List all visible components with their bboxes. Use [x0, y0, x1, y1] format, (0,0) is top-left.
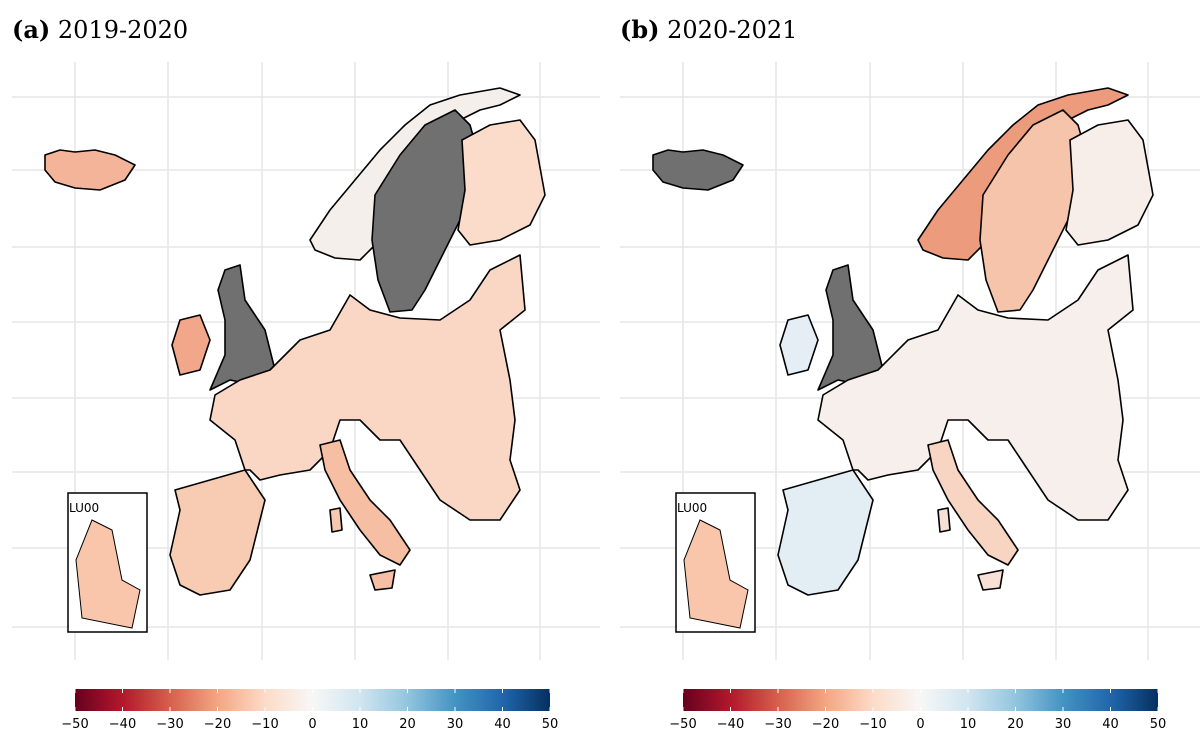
panel-title: (a) 2019-2020 [12, 15, 188, 44]
colorbar-tick-label: −20 [204, 717, 231, 732]
panel: (a) 2019-2020 LU00 −50 −40 −30 −20 −10 0 10 20 30 4… [12, 15, 600, 732]
colorbar-tick-label: −10 [251, 717, 278, 732]
colorbar-tick-label: 30 [1055, 717, 1072, 732]
region-iceland [44, 149, 136, 191]
region-sweden [371, 109, 481, 313]
region-continent [817, 254, 1134, 521]
region-sicily [369, 569, 396, 591]
colorbar [75, 689, 550, 711]
colorbar-tick-label: −30 [156, 717, 183, 732]
region-finland [1065, 119, 1154, 246]
panel-title: (b) 2020-2021 [620, 15, 797, 44]
inset-label: LU00 [69, 501, 99, 515]
colorbar-tick-label: 0 [916, 717, 924, 732]
colorbar-tick-label: 50 [542, 717, 559, 732]
region-sweden [979, 109, 1089, 313]
colorbar-tick-label: −10 [859, 717, 886, 732]
region-italy [927, 439, 1019, 566]
region-continent [209, 254, 526, 521]
colorbar [683, 689, 1158, 711]
colorbar-tick-label: −20 [812, 717, 839, 732]
colorbar-tick-label: 10 [352, 717, 369, 732]
colorbar-tick-label: −50 [61, 717, 88, 732]
colorbar-tick-label: −30 [764, 717, 791, 732]
inset-label: LU00 [677, 501, 707, 515]
inset-region [75, 519, 141, 629]
colorbar-tick-label: −40 [109, 717, 136, 732]
inset-region [683, 519, 749, 629]
panel-label: (b) [620, 15, 660, 44]
colorbar-tick-label: 20 [1007, 717, 1024, 732]
region-iceland [652, 149, 744, 191]
region-italy [319, 439, 411, 566]
region-sardinia [937, 507, 951, 533]
colorbar-tick-label: 40 [494, 717, 511, 732]
region-ireland [171, 314, 211, 376]
colorbar-tick-label: 0 [308, 717, 316, 732]
panel-period: 2019-2020 [58, 16, 188, 44]
colorbar-tick-label: 10 [960, 717, 977, 732]
region-iberia [777, 469, 874, 596]
colorbar-tick-label: 50 [1150, 717, 1167, 732]
colorbar-tick-label: 30 [447, 717, 464, 732]
panel-label: (a) [12, 15, 50, 44]
region-sicily [977, 569, 1004, 591]
colorbar-tick-label: −50 [669, 717, 696, 732]
region-iberia [169, 469, 266, 596]
panel: (b) 2020-2021 LU00 −50 −40 −30 −20 −10 0 10 20 30 4… [620, 15, 1200, 732]
region-sardinia [329, 507, 343, 533]
colorbar-tick-label: −40 [717, 717, 744, 732]
region-finland [457, 119, 546, 246]
panel-period: 2020-2021 [667, 16, 797, 44]
colorbar-tick-label: 40 [1102, 717, 1119, 732]
region-ireland [779, 314, 819, 376]
colorbar-tick-label: 20 [399, 717, 416, 732]
